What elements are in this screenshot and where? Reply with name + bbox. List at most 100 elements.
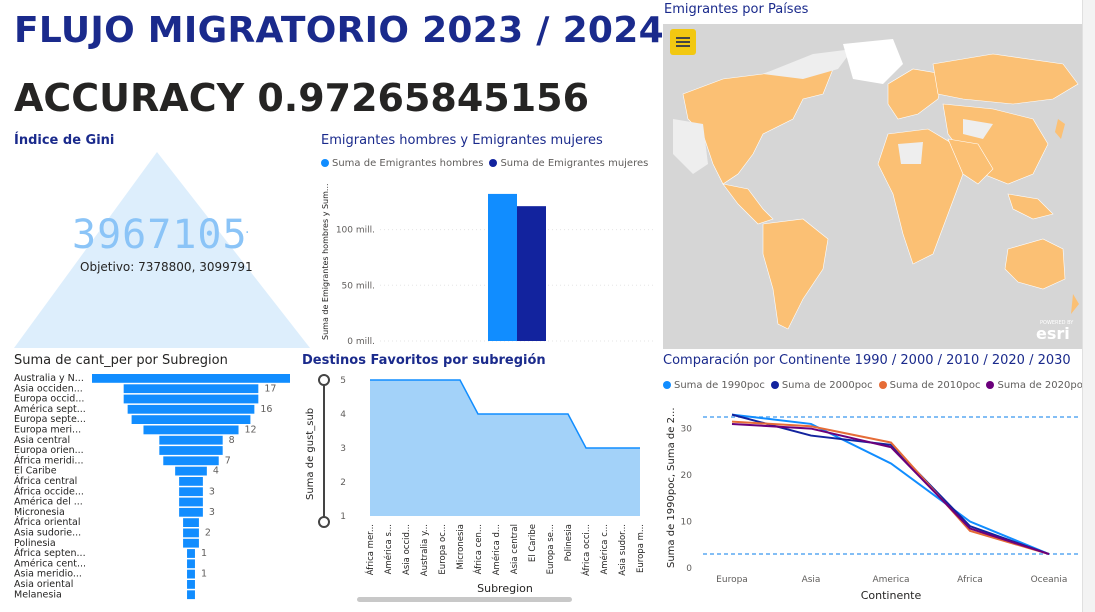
continent-ylabel: Suma de 1990poc, Suma de 2... [666,408,677,569]
subregion-data-label: 17 [264,383,276,394]
esri-powered: POWERED BY [1040,320,1074,326]
legend-2010[interactable]: Suma de 2010poc [878,380,980,391]
subregion-chart-title: Suma de cant_per por Subregion [14,353,228,368]
destinos-ylabel: Suma de gust_sub [305,408,316,500]
series-line-2 [731,420,1050,556]
destinos-x-label: Europa oc... [438,524,448,575]
subregion-label: Asia meridio... [14,569,82,580]
destinos-x-label: América d... [491,524,502,575]
continent-chart-plot[interactable]: Suma de 1990poc, Suma de 2... 30 20 10 0 Euro… [660,396,1084,606]
subregion-bar [131,415,251,424]
subregion-bar [187,590,195,600]
subregion-data-label: 3 [209,507,215,518]
subregion-data-label: 8 [229,435,235,446]
continent-legend: Suma de 1990poc Suma de 2000poc Suma de … [663,380,1088,391]
subregion-bar [183,518,199,527]
subregion-data-label: 12 [245,425,257,436]
map-title: Emigrantes por Países [664,2,809,17]
gini-triangle [14,152,310,348]
accuracy-label: ACCURACY 0.97265845156 [14,76,590,120]
subregion-label: Asia oriental [14,579,73,590]
destinos-x-label: África occi... [580,524,592,576]
legend-2000[interactable]: Suma de 2000poc [770,380,873,391]
y-tick-label: 0 mill. [347,337,375,347]
y-tick-label: 10 [681,518,693,528]
subregion-bar [175,466,207,476]
legend-2020[interactable]: Suma de 2020poc [986,380,1088,391]
destinos-x-label: Asia sudor... [618,524,628,576]
sex-chart-legend: Suma de Emigrantes hombres Suma de Emigr… [321,158,648,169]
continent-x-label: America [872,575,909,585]
series-line-3 [731,422,1050,556]
destinos-x-label: Polinesia [564,524,574,561]
destinos-line [370,379,640,449]
subregion-label: Melanesia [14,589,62,600]
subregion-data-label: 4 [213,466,219,477]
horizontal-scrollbar [357,597,572,602]
gini-dot: · [245,225,250,241]
subregion-data-label: 3 [209,486,215,497]
subregion-label: Asia central [14,435,70,446]
subregion-data-label: 16 [260,404,272,415]
subregion-chart-plot[interactable]: Australia y N...Asia occiden... 17Europa … [12,370,302,606]
subregion-bar [123,394,259,404]
gini-visual[interactable] [12,150,312,350]
subregion-label: América del ... [14,497,83,508]
destinos-x-label: América s... [383,524,394,574]
destinos-x-label: El Caribe [528,524,538,562]
series-line-1 [731,413,1050,556]
continent-x-label: Europa [716,575,748,585]
subregion-bar [183,528,199,538]
subregion-bar [179,507,203,517]
destinos-title: Destinos Favoritos por subregión [302,353,546,368]
vertical-scrollbar[interactable] [1082,0,1095,612]
subregion-bar [179,497,203,507]
destinos-chart-plot[interactable]: Suma de gust_sub 5 4 3 2 1 África mer... Améric… [300,370,660,606]
subregion-bar [183,538,199,548]
map-menu-icon[interactable] [670,29,696,55]
subregion-data-label: 1 [201,548,207,559]
bar-men [488,193,517,341]
sex-chart-ylabel: Suma de Emigrantes hombres y Sum... [321,183,330,340]
y-tick-label: 2 [340,478,346,488]
continent-title: Comparación por Continente 1990 / 2000 /… [663,353,1071,368]
subregion-bar [92,374,290,383]
sex-chart-title: Emigrantes hombres y Emigrantes mujeres [321,133,603,148]
subregion-label: Europa septe... [14,414,86,425]
subregion-data-label: 1 [201,569,207,580]
subregion-label: Europa meri... [14,425,81,436]
subregion-bar [187,580,195,589]
destinos-x-label: África mer... [364,524,376,575]
sex-chart-plot[interactable]: Suma de Emigrantes hombres y Sum... 100 m… [315,175,660,353]
subregion-label: América cent... [14,558,86,569]
subregion-bar [143,425,239,435]
subregion-label: África septen... [14,547,86,559]
subregion-label: Europa occid... [14,394,84,405]
bar-women [517,206,546,341]
world-map[interactable] [663,24,1083,349]
page-title: FLUJO MIGRATORIO 2023 / 2024 [14,10,664,51]
destinos-x-label: África cen... [472,524,484,574]
subregion-bar [179,487,203,497]
subregion-label: África meridi... [14,454,84,466]
subregion-bar [163,456,219,466]
subregion-label: África occide... [14,485,84,497]
y-tick-label: 0 [686,564,692,574]
destinos-x-label: América c... [599,524,610,575]
subregion-bar [159,446,223,455]
legend-1990[interactable]: Suma de 1990poc [663,380,765,391]
subregion-label: Polinesia [14,538,56,549]
subregion-bar [179,477,203,486]
subregion-label: África oriental [14,516,81,528]
subregion-data-label: 7 [225,455,231,466]
y-tick-label: 100 mill. [336,226,375,236]
legend-item-women[interactable]: Suma de Emigrantes mujeres [489,158,648,169]
continent-xlabel: Continente [861,589,922,602]
destinos-x-label: Asia occid... [402,524,412,575]
slider-handle-top [318,374,330,386]
legend-item-men[interactable]: Suma de Emigrantes hombres [321,158,483,169]
series-line-0 [731,413,1050,555]
continent-x-label: Oceania [1031,575,1068,585]
subregion-bar [187,549,195,558]
subregion-data-label: 2 [205,528,211,539]
